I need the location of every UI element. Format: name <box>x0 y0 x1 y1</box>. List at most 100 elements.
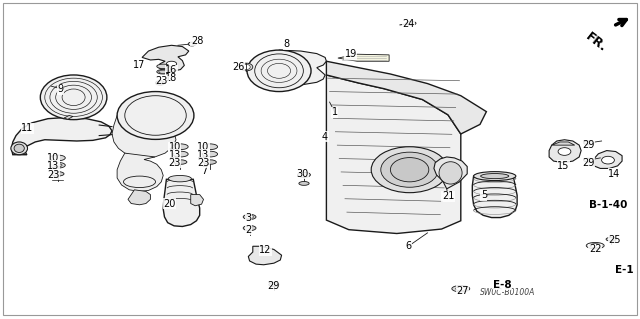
Ellipse shape <box>168 175 191 182</box>
Ellipse shape <box>584 141 594 145</box>
Ellipse shape <box>53 164 62 167</box>
Text: FR.: FR. <box>583 30 609 55</box>
Polygon shape <box>338 54 389 61</box>
Ellipse shape <box>240 63 253 71</box>
Text: 24: 24 <box>402 19 415 29</box>
Ellipse shape <box>40 75 107 120</box>
Text: E-8: E-8 <box>493 279 512 290</box>
Text: 10: 10 <box>47 153 60 163</box>
Text: 15: 15 <box>557 161 570 171</box>
Text: 20: 20 <box>163 198 176 209</box>
Polygon shape <box>549 140 581 163</box>
Ellipse shape <box>204 160 216 164</box>
Text: 13: 13 <box>168 150 181 160</box>
Ellipse shape <box>11 142 28 155</box>
Text: 14: 14 <box>608 169 621 179</box>
Ellipse shape <box>602 156 614 164</box>
Ellipse shape <box>243 214 256 219</box>
Polygon shape <box>191 195 204 206</box>
Ellipse shape <box>474 172 516 181</box>
Ellipse shape <box>452 286 470 292</box>
Polygon shape <box>472 176 517 218</box>
Text: 11: 11 <box>21 123 34 133</box>
Text: 23: 23 <box>47 170 60 180</box>
Ellipse shape <box>50 155 65 161</box>
Text: 27: 27 <box>456 286 469 296</box>
Ellipse shape <box>299 182 309 185</box>
Text: 2: 2 <box>245 225 252 235</box>
Text: 1: 1 <box>332 107 338 117</box>
Ellipse shape <box>481 174 509 179</box>
Polygon shape <box>279 50 326 86</box>
Ellipse shape <box>174 160 187 164</box>
Polygon shape <box>12 117 112 155</box>
Text: E-1: E-1 <box>614 264 634 275</box>
Ellipse shape <box>173 151 188 157</box>
Ellipse shape <box>247 50 311 92</box>
Polygon shape <box>142 45 189 71</box>
Ellipse shape <box>590 244 600 248</box>
Ellipse shape <box>246 215 253 219</box>
Ellipse shape <box>157 64 170 69</box>
Ellipse shape <box>269 283 279 286</box>
Ellipse shape <box>298 172 310 177</box>
Polygon shape <box>326 61 486 134</box>
Text: 29: 29 <box>582 158 595 168</box>
Text: 13: 13 <box>197 150 210 160</box>
Ellipse shape <box>188 42 196 46</box>
Text: 23: 23 <box>197 158 210 168</box>
Text: 28: 28 <box>191 36 204 46</box>
Text: 30: 30 <box>296 169 309 179</box>
Ellipse shape <box>159 70 168 73</box>
Polygon shape <box>552 142 575 145</box>
Ellipse shape <box>456 287 466 291</box>
Polygon shape <box>117 153 163 191</box>
Ellipse shape <box>558 148 571 155</box>
Polygon shape <box>594 151 622 168</box>
Ellipse shape <box>584 158 594 162</box>
Text: 3: 3 <box>245 212 252 223</box>
Ellipse shape <box>193 43 196 45</box>
Polygon shape <box>112 115 194 158</box>
Ellipse shape <box>166 61 177 66</box>
Text: 22: 22 <box>589 244 602 255</box>
Text: 29: 29 <box>268 280 280 291</box>
Text: 8: 8 <box>284 39 290 49</box>
Text: 4: 4 <box>322 131 328 142</box>
Text: 5: 5 <box>481 190 487 200</box>
Ellipse shape <box>586 242 604 249</box>
Ellipse shape <box>202 144 218 150</box>
Ellipse shape <box>117 92 194 139</box>
Text: 23: 23 <box>156 76 168 86</box>
Polygon shape <box>326 75 461 234</box>
Ellipse shape <box>51 172 64 176</box>
Ellipse shape <box>156 81 164 85</box>
Text: B-1-40: B-1-40 <box>589 200 627 210</box>
Ellipse shape <box>14 144 24 152</box>
Text: 13: 13 <box>47 161 60 171</box>
Text: 10: 10 <box>197 142 210 152</box>
Text: 6: 6 <box>405 241 412 251</box>
Polygon shape <box>169 71 174 76</box>
Ellipse shape <box>371 147 448 193</box>
Text: 9: 9 <box>58 84 64 94</box>
Polygon shape <box>434 157 467 189</box>
Ellipse shape <box>606 237 616 241</box>
Polygon shape <box>128 190 150 205</box>
Text: 21: 21 <box>442 191 454 201</box>
Polygon shape <box>248 246 282 265</box>
Polygon shape <box>163 179 200 226</box>
Text: 16: 16 <box>165 65 178 75</box>
Ellipse shape <box>50 162 65 168</box>
Text: 25: 25 <box>608 235 621 245</box>
Text: 12: 12 <box>259 245 272 256</box>
Ellipse shape <box>202 151 218 157</box>
Ellipse shape <box>173 144 188 150</box>
Ellipse shape <box>390 158 429 182</box>
Text: 19: 19 <box>344 49 357 59</box>
Ellipse shape <box>406 21 416 25</box>
Text: 17: 17 <box>133 60 146 70</box>
Ellipse shape <box>157 70 170 74</box>
Text: 29: 29 <box>582 140 595 150</box>
Text: 18: 18 <box>165 73 178 83</box>
